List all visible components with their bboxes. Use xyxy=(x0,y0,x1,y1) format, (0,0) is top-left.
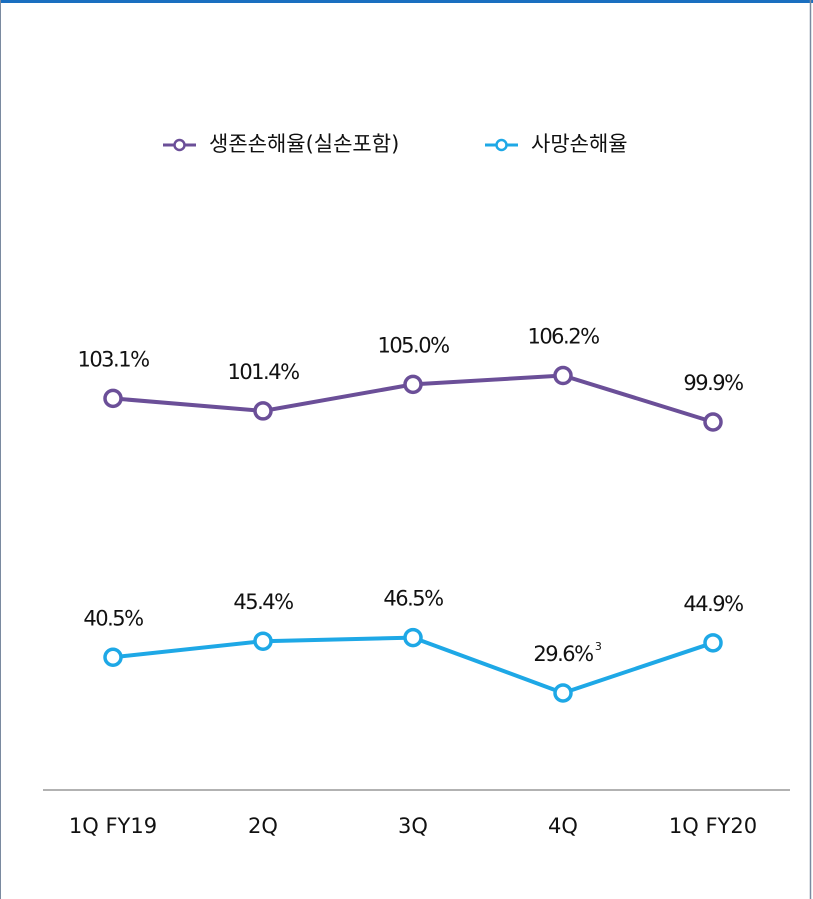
point xyxy=(703,633,723,653)
data-label: 29.6% xyxy=(533,642,593,666)
point xyxy=(253,631,273,651)
x-tick-label: 4Q xyxy=(548,814,578,838)
point xyxy=(703,412,723,432)
footnote-marker: 3 xyxy=(595,640,602,653)
legend-label: 사망손해율 xyxy=(531,132,628,156)
x-tick-label: 2Q xyxy=(248,814,278,838)
data-label: 46.5% xyxy=(383,587,443,611)
legend-marker xyxy=(173,138,186,152)
data-label: 40.5% xyxy=(83,606,143,630)
data-label: 101.4% xyxy=(227,360,299,384)
data-label: 45.4% xyxy=(233,590,293,614)
point xyxy=(103,388,123,409)
x-tick-label: 3Q xyxy=(398,814,428,838)
data-label: 105.0% xyxy=(377,333,449,357)
data-label: 106.2% xyxy=(527,325,599,349)
legend-label: 생존손해율(실손포함) xyxy=(209,132,399,156)
data-label: 44.9% xyxy=(683,592,743,616)
x-tick-label: 1Q FY19 xyxy=(69,814,157,838)
legend-marker xyxy=(495,138,508,152)
point xyxy=(553,365,573,386)
point xyxy=(403,374,423,395)
point xyxy=(253,401,273,421)
point xyxy=(553,683,573,703)
x-tick-label: 1Q FY20 xyxy=(669,814,757,838)
point xyxy=(403,627,423,648)
point xyxy=(103,647,123,667)
data-label: 103.1% xyxy=(77,347,149,371)
data-label: 99.9% xyxy=(683,371,743,395)
